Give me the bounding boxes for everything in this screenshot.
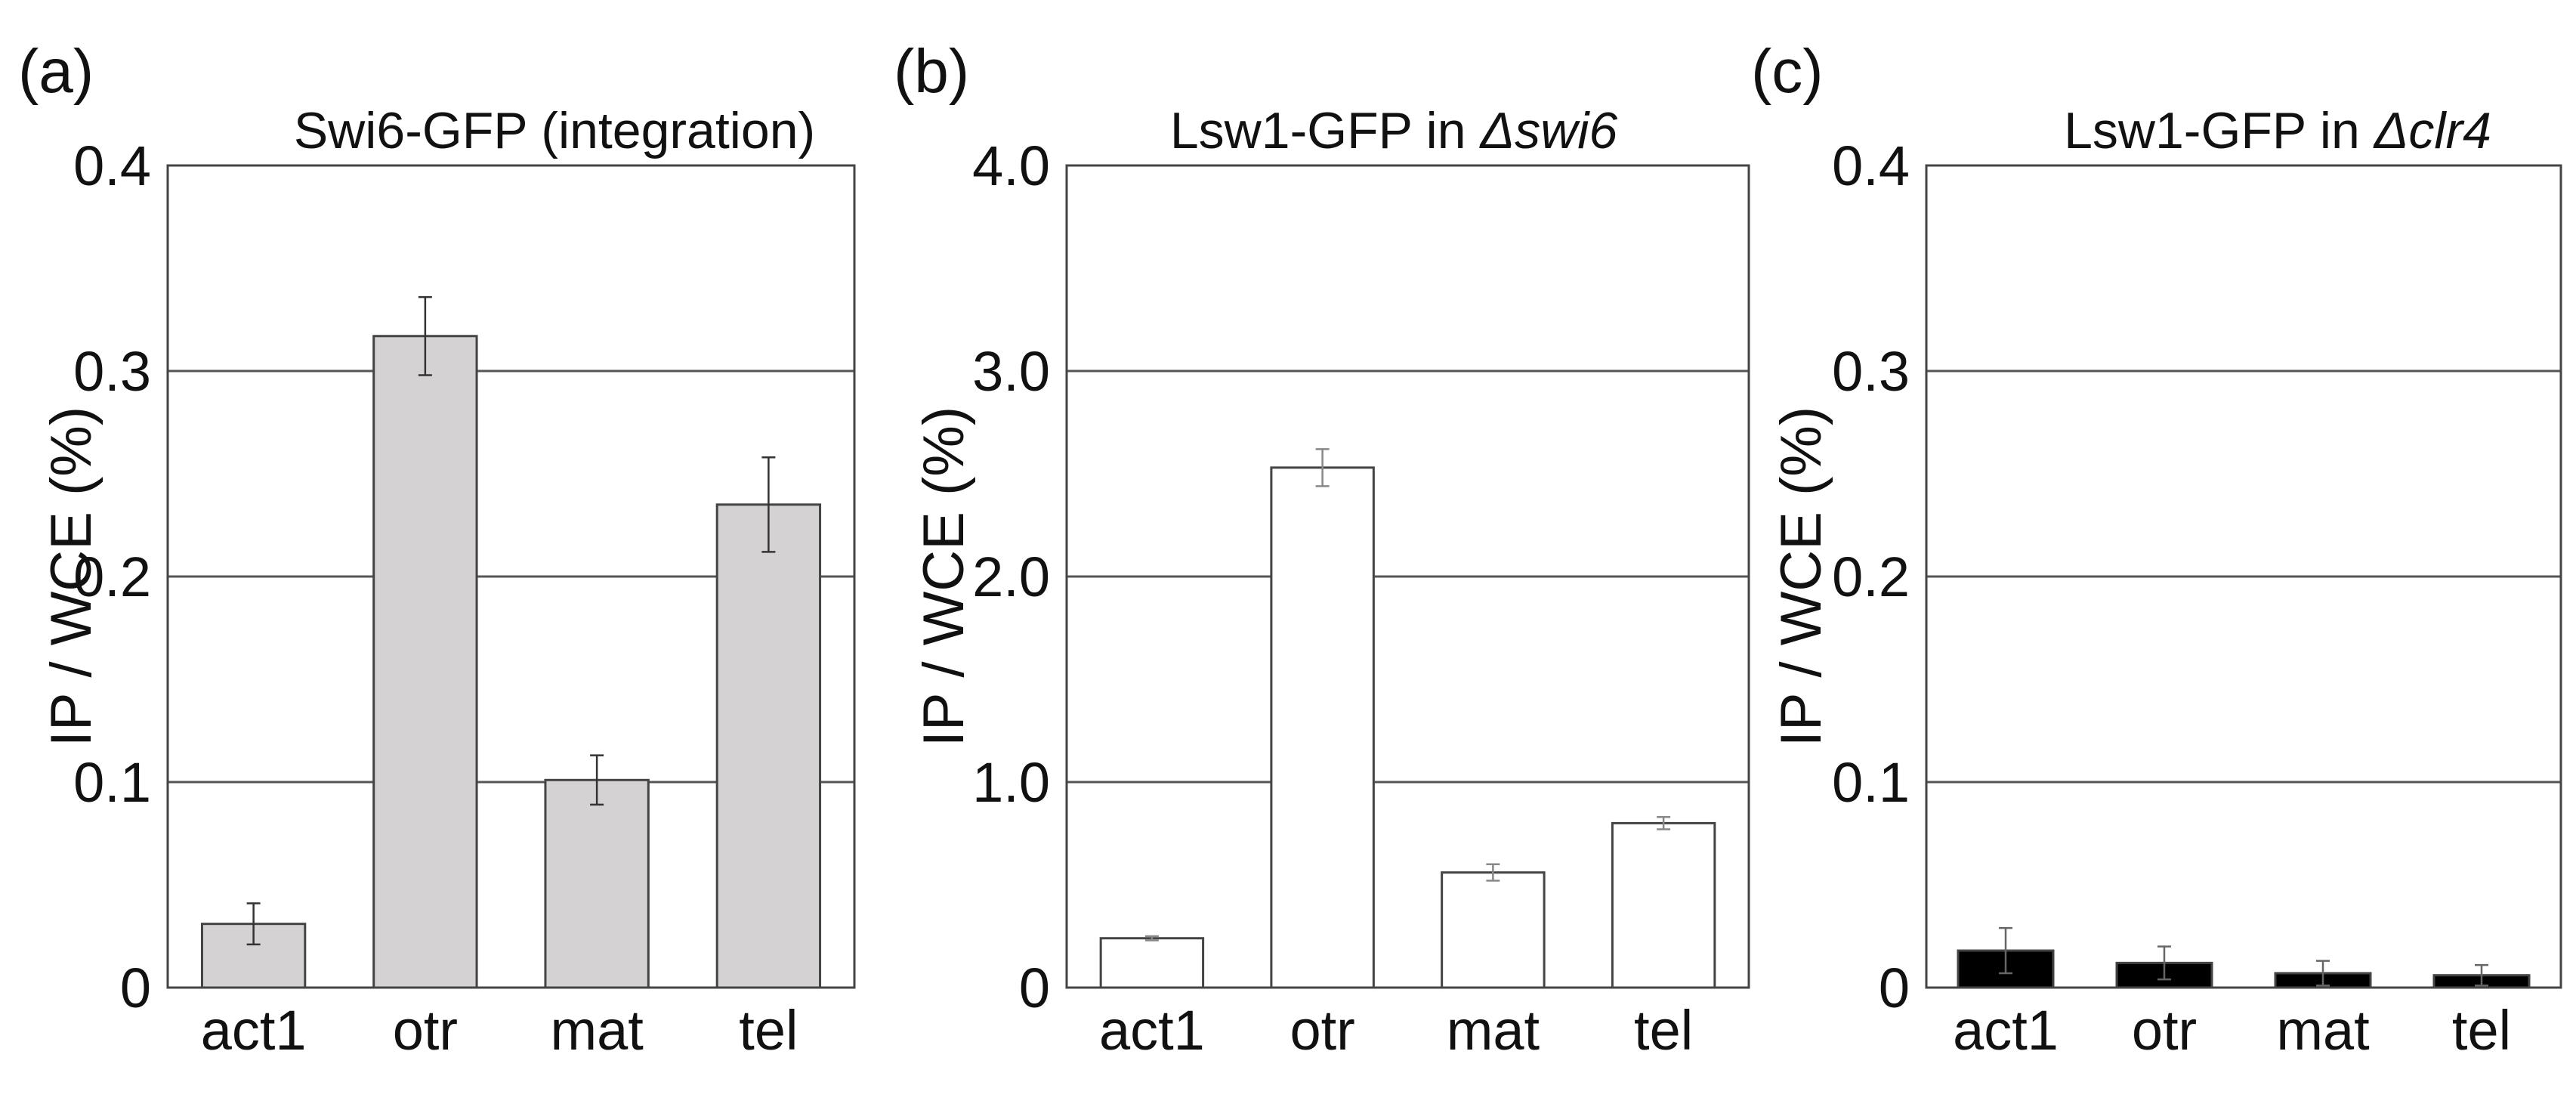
y-axis-title: IP / WCE (%) [912, 407, 976, 747]
x-tick-label: otr [1290, 999, 1354, 1062]
y-axis-title: IP / WCE (%) [1769, 407, 1833, 747]
panel-title-italic: Δclr4 [2373, 102, 2491, 159]
y-tick-label: 0 [1019, 957, 1050, 1019]
bar-mat [544, 778, 650, 989]
bar-act1 [1099, 937, 1205, 989]
y-tick-label: 0 [1879, 957, 1910, 1019]
bar-otr [1270, 466, 1375, 989]
x-tick-label: mat [2276, 999, 2370, 1062]
x-tick-label: otr [2132, 999, 2197, 1062]
y-tick-label: 4.0 [972, 134, 1050, 197]
y-tick-label: 0.4 [73, 134, 151, 197]
bar-tel [1611, 821, 1716, 989]
x-tick-label: act1 [1099, 999, 1205, 1062]
x-tick-label: mat [1447, 999, 1540, 1062]
bar-tel [715, 503, 822, 989]
x-tick-label: otr [393, 999, 458, 1062]
x-tick-label: tel [1634, 999, 1693, 1062]
plot-frame [1065, 164, 1750, 989]
panel-title-italic: Δswi6 [1479, 102, 1618, 159]
y-tick-label: 0.1 [1832, 751, 1910, 814]
panel-letter: (a) [18, 37, 94, 106]
panel-title-text: Lsw1-GFP in [1170, 102, 1481, 159]
y-tick-label: 0.3 [73, 340, 151, 403]
y-tick-label: 0.3 [1832, 340, 1910, 403]
y-tick-label: 0 [120, 957, 151, 1019]
x-tick-label: act1 [1953, 999, 2059, 1062]
bar-otr [372, 335, 478, 989]
panel-title: Swi6-GFP (integration) [294, 102, 815, 159]
plot-frame [166, 164, 856, 989]
panel-title: Lsw1-GFP in Δclr4 [2064, 102, 2491, 159]
y-tick-label: 3.0 [972, 340, 1050, 403]
bar-mat [1441, 871, 1546, 989]
panel-title-text: Swi6-GFP (integration) [294, 102, 815, 159]
y-axis-title: IP / WCE (%) [39, 407, 103, 747]
panel-c: act1 otr mat tel 0 0.1 0.2 0.3 0.4 IP / WCE (%) (c… [1751, 37, 2562, 1062]
panel-title-text: Lsw1-GFP in [2064, 102, 2374, 159]
panel-letter: (c) [1751, 37, 1824, 106]
plot-frame [1925, 164, 2562, 989]
x-tick-label: tel [739, 999, 798, 1062]
y-tick-label: 0.4 [1832, 134, 1910, 197]
panel-title: Lsw1-GFP in Δswi6 [1170, 102, 1617, 159]
x-tick-label: mat [550, 999, 644, 1062]
panel-letter: (b) [894, 37, 969, 106]
y-tick-label: 0.2 [73, 546, 151, 608]
x-tick-label: tel [2452, 999, 2511, 1062]
panel-b: act1 otr mat tel 0 1.0 2.0 3.0 4.0 IP / WCE (%) (b… [894, 37, 1750, 1062]
panel-a: act1 otr mat tel 0 0.1 0.2 0.3 0.4 IP / WCE (%) (a… [18, 37, 856, 1062]
y-tick-label: 0.2 [1832, 546, 1910, 608]
y-tick-label: 0.1 [73, 751, 151, 814]
y-tick-label: 2.0 [972, 546, 1050, 608]
y-tick-label: 1.0 [972, 751, 1050, 814]
x-tick-label: act1 [201, 999, 307, 1062]
